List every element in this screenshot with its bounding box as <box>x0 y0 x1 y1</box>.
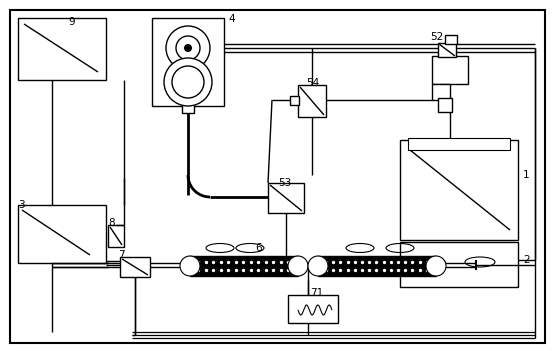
Bar <box>288 295 338 323</box>
Bar <box>108 225 124 247</box>
Circle shape <box>166 26 210 70</box>
Bar <box>432 56 468 84</box>
Text: 7: 7 <box>118 250 125 260</box>
Bar <box>438 43 456 57</box>
Bar <box>318 256 436 276</box>
Bar <box>190 256 298 276</box>
Circle shape <box>308 256 328 276</box>
Bar <box>120 257 150 277</box>
Bar <box>408 138 510 150</box>
Text: 3: 3 <box>18 200 24 210</box>
Bar <box>182 103 194 113</box>
Text: 52: 52 <box>430 32 443 42</box>
Bar <box>18 18 106 80</box>
Bar <box>400 242 518 287</box>
Text: 54: 54 <box>306 78 319 88</box>
Bar <box>152 18 224 106</box>
Text: 2: 2 <box>523 255 529 265</box>
Circle shape <box>164 58 212 106</box>
Text: 6: 6 <box>255 243 261 253</box>
Circle shape <box>172 66 204 98</box>
Bar <box>400 140 518 240</box>
Bar <box>445 35 457 44</box>
Bar <box>268 183 304 213</box>
Circle shape <box>180 256 200 276</box>
Bar <box>438 98 452 112</box>
Text: 53: 53 <box>279 178 291 188</box>
Text: 4: 4 <box>228 14 235 24</box>
Bar <box>18 205 106 263</box>
Bar <box>290 96 299 105</box>
Text: 9: 9 <box>68 17 74 27</box>
Circle shape <box>176 36 200 60</box>
Text: 1: 1 <box>523 170 529 180</box>
Text: 71: 71 <box>310 288 323 298</box>
Bar <box>298 85 326 117</box>
Bar <box>432 84 450 100</box>
Circle shape <box>426 256 446 276</box>
Circle shape <box>184 44 192 52</box>
Circle shape <box>288 256 308 276</box>
Text: 8: 8 <box>108 218 115 228</box>
